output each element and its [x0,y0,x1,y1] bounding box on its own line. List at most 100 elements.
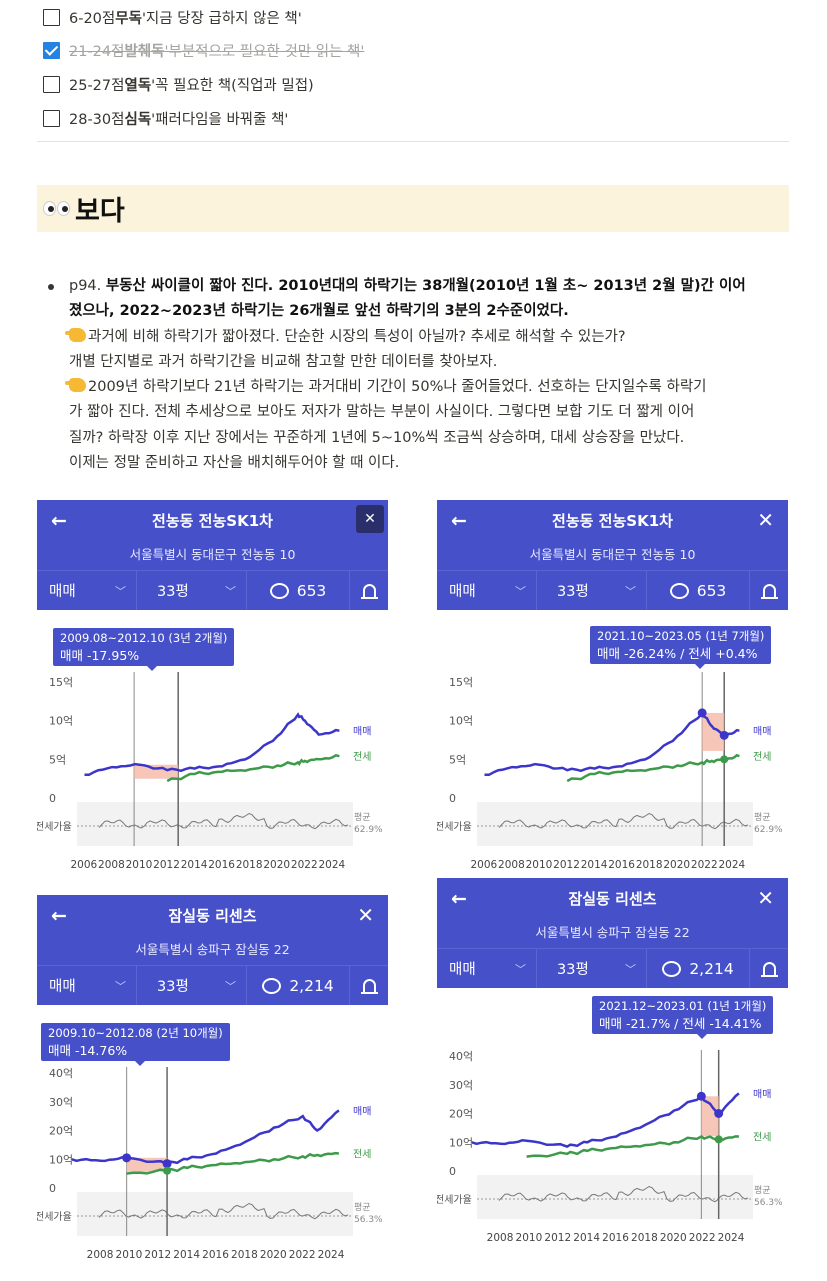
comments-button[interactable]: 2,214 [647,949,750,988]
comment-icon [262,977,282,994]
trade-series-label: 매매 [753,1088,771,1100]
back-arrow-icon[interactable]: ← [51,905,67,927]
note-bold: 하락기는 26개월로 앞선 하락기의 3분의 2수준이었다. [230,303,569,320]
alert-button[interactable] [350,966,388,1005]
chevron-down-icon: ﹀ [115,584,126,598]
price-chart: 15억 10억 5억 0 전세가율 평균 62.9% 2006 2008 2010 2012 2014… [37,672,383,871]
close-icon[interactable]: ✕ [757,508,774,532]
price-chart: 40억 30억 20억 10억 0 전세가율 평균 56.3% 2008 2010 2012 2014… [37,1067,383,1261]
area-label: 33평 [157,979,189,995]
checkbox-checked[interactable] [43,41,60,59]
period-start-marker [697,708,707,718]
y-tick-label: 0 [449,792,456,805]
note-paragraph: p94. 부동산 싸이클이 짧아 진다. 2010년대의 하락기는 38개월(2… [65,274,784,476]
area-label: 33평 [557,962,589,978]
close-icon[interactable]: ✕ [757,886,774,910]
close-icon[interactable]: ✕ [357,903,374,927]
x-tick-label: 2010 [526,859,553,871]
x-tick-label: 2022 [691,859,718,871]
alert-button[interactable] [750,949,788,988]
comments-button[interactable]: 653 [247,571,350,610]
back-arrow-icon[interactable]: ← [451,510,467,532]
y-tick-label: 30억 [449,1079,473,1092]
x-tick-label: 2008 [487,1232,514,1244]
heading-title: 보다 [75,196,125,227]
comment-count: 653 [696,581,727,600]
todo-item-3: 25-27점 열독 '꼭 필요한 책(직업과 밀접) [43,72,314,96]
period-end-marker [162,1159,172,1169]
callout-heading: 보다 [37,185,789,232]
ratio-line [98,1202,349,1220]
comment-icon [669,582,689,599]
eyes-icon [43,201,71,216]
x-tick-label: 2014 [181,859,208,871]
note-line-4: 개별 단지별로 과거 하락기간을 비교해 참고할 만한 데이터를 찾아보자. [69,353,498,370]
avg-label: 평균 [354,1202,371,1213]
alert-button[interactable] [350,571,388,610]
note-bold: 부동산 싸이클이 짧아 진다. [105,278,274,294]
chevron-down-icon: ﹀ [515,584,526,598]
chevron-down-icon: ﹀ [625,962,636,976]
x-tick-label: 2006 [71,859,98,871]
bell-icon [760,962,778,977]
y-tick-label: 20억 [449,1108,473,1121]
note-line-1: p94. 부동산 싸이클이 짧아 진다. 2010년대의 하락기는 38개월(2… [69,274,784,299]
avg-value: 56.3% [754,1198,783,1208]
chevron-down-icon: ﹀ [625,584,636,598]
note-line-5: 2009년 하락기보다 21년 하락기는 과거대비 기간이 50%나 줄어들었다… [65,375,784,400]
back-arrow-icon[interactable]: ← [51,510,67,532]
x-tick-label: 2016 [602,1232,629,1244]
close-icon[interactable]: ✕ [356,505,384,533]
tooltip-period: 2021.12~2023.01 (1년 1개월) [599,999,767,1013]
todo-rest: '부분적으로 필요한 것만 읽는 책' [164,43,365,60]
comments-button[interactable]: 653 [647,571,750,610]
trade-series-label: 매매 [753,726,771,738]
jeonse-line [526,1135,739,1158]
todo-bold: 무독 [115,10,142,27]
jeonse-marker [163,1166,172,1175]
price-chart: 40억 30억 20억 10억 0 전세가율 평균 56.3% 2008 2010 2012 2014… [437,1050,783,1244]
comments-button[interactable]: 2,214 [247,966,350,1005]
trade-type-label: 매매 [449,962,476,978]
y-tick-label: 0 [449,1165,456,1178]
trade-type-select[interactable]: 매매 ﹀ [37,966,137,1005]
area-select[interactable]: 33평 ﹀ [537,571,647,610]
x-tick-label: 2022 [689,1232,716,1244]
note-line-2: 졌으나, 2022~2023년 하락기는 26개월로 앞선 하락기의 3분의 2… [69,299,784,324]
trade-series-label: 매매 [353,1105,371,1117]
ratio-panel-bg [77,802,353,846]
trade-type-select[interactable]: 매매 ﹀ [37,571,137,610]
y-tick-label: 10억 [49,715,73,728]
x-tick-label: 2024 [718,859,745,871]
checkbox[interactable] [43,8,60,26]
todo-rest: '패러다임을 바꿔줄 책' [151,111,289,128]
jeonse-line [566,753,740,783]
jeonse-series-label: 전세 [753,751,771,763]
todo-bold: 열독 [124,77,152,94]
alert-button[interactable] [750,571,788,610]
bullet-dot [48,284,54,290]
ratio-label: 전세가율 [437,1194,472,1206]
area-label: 33평 [157,584,189,600]
apartment-card-4: ← 잠실동 리센츠 ✕ 서울특별시 송파구 잠실동 22 매매 ﹀ 33평 ﹀ 2,… [437,878,788,1250]
trade-type-select[interactable]: 매매 ﹀ [437,949,537,988]
area-select[interactable]: 33평 ﹀ [537,949,647,988]
todo-prefix: 25-27점 [69,77,125,94]
y-tick-label: 30억 [49,1096,73,1109]
trade-type-select[interactable]: 매매 ﹀ [437,571,537,610]
checkbox[interactable] [43,75,60,93]
y-tick-label: 10억 [449,715,473,728]
tooltip-change: 매매 -26.24% / 전세 +0.4% [597,646,758,661]
chevron-down-icon: ﹀ [515,962,526,976]
back-arrow-icon[interactable]: ← [451,888,467,910]
area-select[interactable]: 33평 ﹀ [137,571,247,610]
avg-label: 평균 [754,1185,771,1196]
ratio-line [98,812,349,830]
x-tick-label: 2010 [116,1249,143,1261]
checkbox[interactable] [43,109,60,127]
todo-item-2: 21-24점 발췌독 '부분적으로 필요한 것만 읽는 책' [43,38,364,62]
drop-area [701,1096,719,1137]
y-tick-label: 10억 [49,1153,73,1166]
apartment-address: 서울특별시 동대문구 전농동 10 [129,547,296,562]
area-select[interactable]: 33평 ﹀ [137,966,247,1005]
